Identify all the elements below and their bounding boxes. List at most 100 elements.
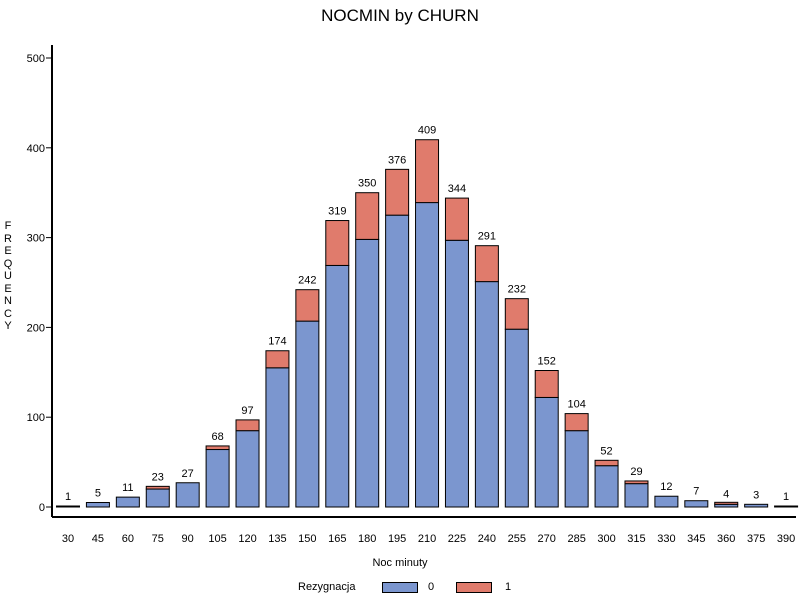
bar-segment-series-0 [504,328,529,508]
data-label: 97 [241,405,253,417]
bar-segment-series-0 [325,264,350,508]
data-label: 104 [567,399,585,411]
bar-segment-series-0 [774,505,799,508]
bar-segment-series-0 [265,367,290,508]
bar-segment-series-1 [444,197,469,241]
data-label: 27 [182,468,194,480]
bar-segment-series-1 [355,192,380,240]
bar-segment-series-0 [624,483,649,508]
data-label: 376 [388,154,406,166]
bar-segment-series-1 [295,289,320,322]
bar-segment-series-0 [744,503,769,508]
data-label: 11 [122,482,133,494]
x-tick-label: 105 [208,533,226,545]
legend-swatch-0 [382,582,418,593]
bar-segment-series-0 [56,505,80,508]
x-tick-label: 300 [597,533,615,545]
x-tick-label: 90 [182,533,194,545]
bar-segment-series-1 [325,220,350,266]
bar-segment-series-1 [714,501,739,505]
bar-segment-series-0 [594,465,619,508]
data-label: 291 [478,231,496,243]
data-label: 4 [723,488,729,500]
y-axis-label: FREQUENCY [3,220,13,332]
y-tick-label: 500 [27,53,45,65]
data-label: 68 [211,431,223,443]
x-tick-label: 195 [388,533,406,545]
bar-segment-series-1 [145,485,170,490]
bar-segment-series-1 [564,413,589,432]
data-label: 344 [448,183,466,195]
bar-segment-series-0 [355,238,380,508]
x-tick-label: 225 [448,533,466,545]
bar-segment-series-0 [115,496,140,508]
data-label: 52 [600,445,612,457]
x-tick-label: 120 [238,533,256,545]
legend-title: Rezygnacja [298,581,356,593]
data-label: 12 [660,481,672,493]
x-tick-label: 270 [538,533,556,545]
bar-segment-series-1 [415,139,440,204]
data-label: 3 [753,489,759,501]
bar-segment-series-0 [415,202,440,508]
x-tick-label: 375 [747,533,765,545]
bar-segment-series-0 [145,488,170,508]
data-label: 5 [95,488,101,500]
y-tick-label: 0 [39,502,45,514]
bar-segment-series-1 [504,298,529,330]
y-tick-label: 200 [27,322,45,334]
data-label: 1 [65,491,71,503]
y-tick-label: 300 [27,233,45,245]
data-label: 232 [508,284,526,296]
x-tick-label: 180 [358,533,376,545]
bar-segment-series-1 [385,168,410,216]
x-tick-label: 255 [508,533,526,545]
bar-segment-series-0 [235,430,260,508]
bar-segment-series-0 [295,320,320,508]
bar-segment-series-0 [654,495,679,508]
x-tick-label: 240 [478,533,496,545]
x-tick-label: 45 [92,533,104,545]
data-label: 409 [418,125,436,137]
legend-label-0: 0 [428,581,435,593]
x-tick-label: 390 [777,533,795,545]
bar-segment-series-1 [235,419,260,432]
bar-segment-series-1 [205,445,230,451]
data-label: 319 [328,206,346,218]
legend-swatch-1 [456,582,492,593]
bar-segment-series-0 [564,430,589,508]
data-label: 7 [693,486,699,498]
x-tick-label: 360 [717,533,735,545]
bar-segment-series-0 [385,214,410,508]
data-label: 350 [358,178,376,190]
x-tick-label: 135 [268,533,286,545]
bar-segment-series-1 [474,245,499,283]
bar-segment-series-0 [175,482,200,508]
bar-segment-series-1 [624,480,649,485]
x-axis-label: Noc minuty [372,557,428,569]
x-tick-label: 285 [567,533,585,545]
bar-segment-series-0 [205,449,230,508]
x-tick-label: 315 [627,533,645,545]
bar-segment-series-0 [444,239,469,508]
chart-title: NOCMIN by CHURN [321,6,479,25]
data-label: 1 [783,491,789,503]
legend-label-1: 1 [505,581,512,593]
x-tick-label: 60 [122,533,134,545]
bar-segment-series-0 [85,502,110,508]
bar-segment-series-0 [534,396,559,508]
data-label: 152 [538,356,556,368]
bar-segment-series-1 [265,350,290,369]
y-tick-label: 400 [27,143,45,155]
x-tick-label: 150 [298,533,316,545]
bar-segment-series-0 [474,281,499,508]
x-tick-label: 30 [62,533,74,545]
x-tick-label: 345 [687,533,705,545]
x-tick-label: 330 [657,533,675,545]
x-tick-label: 75 [152,533,164,545]
bar-segment-series-1 [594,459,619,467]
data-label: 29 [630,466,642,478]
x-tick-label: 210 [418,533,436,545]
y-tick-label: 100 [27,412,45,424]
